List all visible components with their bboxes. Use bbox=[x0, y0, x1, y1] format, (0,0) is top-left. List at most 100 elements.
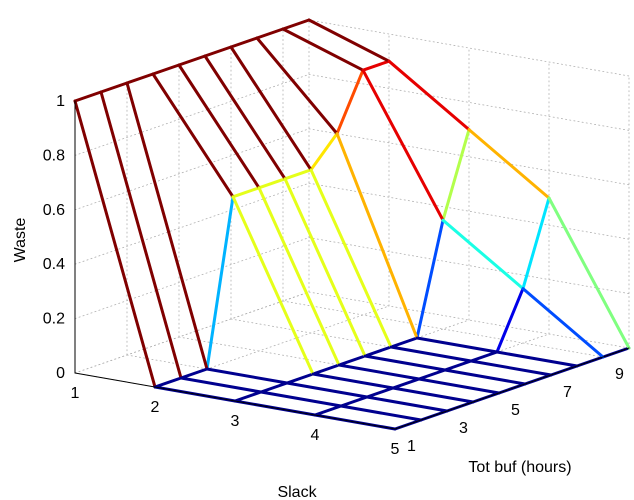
mesh-edge-s1-b7 bbox=[229, 36, 259, 49]
mesh-edge-b9-s4 bbox=[521, 287, 605, 359]
mesh-edge-s4-b4 bbox=[391, 377, 421, 390]
mesh-edge-b4-s1 bbox=[151, 72, 235, 199]
grid-line-floor-s-0 bbox=[74, 291, 310, 374]
grid-line-left-h-1 bbox=[74, 237, 310, 320]
mesh-edge-s2-b4 bbox=[231, 186, 261, 199]
mesh-edge-b5-s1 bbox=[177, 63, 261, 190]
y-tick-label-3: 7 bbox=[563, 384, 572, 401]
y-axis-line bbox=[394, 347, 630, 430]
z-tick-label-5: 1 bbox=[56, 93, 65, 110]
mesh-edge-b8-s1 bbox=[255, 36, 339, 136]
z-tick-label-2: 0.4 bbox=[43, 256, 65, 273]
mesh-edge-s1-b1 bbox=[73, 90, 103, 103]
x-tick-label-1: 2 bbox=[151, 399, 160, 416]
z-tick-label-3: 0.6 bbox=[43, 202, 65, 219]
mesh-edge-b10-s2 bbox=[387, 59, 471, 132]
mesh-edge-s3-b2 bbox=[259, 381, 289, 394]
mesh-edge-b8-s4 bbox=[495, 350, 579, 368]
mesh-edge-b4-s4 bbox=[391, 386, 475, 404]
y-axis-label: Tot buf (hours) bbox=[468, 459, 571, 476]
x-tick-label-3: 4 bbox=[311, 427, 320, 444]
mesh-edge-s4-b6 bbox=[443, 359, 473, 372]
mesh-edge-s1-b8 bbox=[255, 27, 285, 40]
mesh-edge-b2-s4 bbox=[339, 404, 423, 422]
mesh-edge-s1-b5 bbox=[177, 54, 207, 67]
y-tick-label-4: 9 bbox=[615, 366, 624, 383]
y-tick-label-0: 1 bbox=[407, 438, 416, 455]
mesh-edge-b7-s2 bbox=[309, 168, 393, 349]
mesh-edge-b3-s2 bbox=[205, 367, 289, 385]
mesh-edge-s1-b9 bbox=[281, 18, 311, 31]
mesh-edge-s2-b1 bbox=[153, 376, 183, 389]
mesh-edge-s1-b2 bbox=[99, 81, 129, 94]
x-tick-label-0: 1 bbox=[71, 385, 80, 402]
mesh-edge-b9-s3 bbox=[441, 218, 525, 291]
mesh-edge-s4-b5 bbox=[417, 368, 447, 381]
mesh-edge-s3-b7 bbox=[389, 336, 419, 349]
mesh-edge-s4-b1 bbox=[313, 404, 343, 417]
mesh-edge-b2-s3 bbox=[259, 390, 343, 408]
x-tick-label-2: 3 bbox=[231, 413, 240, 430]
x-axis-line bbox=[74, 372, 396, 430]
mesh-edge-b3-s3 bbox=[285, 381, 369, 399]
grid-line-left-h-4 bbox=[74, 74, 310, 156]
mesh-edge-b10-s3 bbox=[467, 128, 551, 200]
mesh-edge-s3-b4 bbox=[311, 363, 341, 376]
x-axis-label: Slack bbox=[277, 484, 317, 500]
mesh-edge-s4-b9 bbox=[521, 196, 551, 291]
mesh-edge-s3-b8 bbox=[415, 218, 445, 340]
mesh-edge-b6-s2 bbox=[283, 177, 367, 358]
mesh-edge-b10-s4 bbox=[547, 196, 631, 350]
mesh-edge-s2-b6 bbox=[283, 168, 313, 181]
mesh-edge-b4-s3 bbox=[311, 372, 395, 390]
mesh-edge-b6-s4 bbox=[443, 368, 527, 386]
mesh-edge-s3-b3 bbox=[285, 372, 315, 385]
mesh-edge-s2-b8 bbox=[335, 68, 365, 136]
mesh-edge-s2-b2 bbox=[179, 367, 209, 380]
y-tick-label-1: 3 bbox=[459, 420, 468, 437]
mesh-edge-s3-b5 bbox=[337, 354, 367, 367]
grid-line-floor-s-2 bbox=[234, 319, 470, 402]
mesh-edge-s3-b9 bbox=[441, 128, 471, 222]
mesh-edge-s4-b7 bbox=[469, 350, 499, 363]
mesh-edge-b9-s2 bbox=[361, 68, 445, 222]
mesh-edge-s4-b8 bbox=[495, 287, 525, 354]
y-tick-label-2: 5 bbox=[511, 402, 520, 419]
mesh-edge-s2-b7 bbox=[309, 132, 339, 172]
mesh-edge-s4-b3 bbox=[365, 386, 395, 399]
mesh-edge-b4-s2 bbox=[231, 195, 315, 376]
mesh-edge-b8-s3 bbox=[415, 336, 499, 354]
mesh-edge-b8-s2 bbox=[335, 132, 419, 340]
mesh-edge-s1-b4 bbox=[151, 63, 181, 76]
mesh-edge-b3-s4 bbox=[365, 395, 449, 413]
mesh-edge-b10-s1 bbox=[307, 18, 391, 63]
x-tick-label-4: 5 bbox=[391, 441, 400, 458]
grid-line-left-h-2 bbox=[74, 182, 310, 265]
mesh-edge-b5-s3 bbox=[337, 363, 421, 381]
mesh-edge-b7-s1 bbox=[229, 45, 313, 172]
mesh-edge-s2-b5 bbox=[257, 177, 287, 190]
grid-line-floor-s-3 bbox=[314, 333, 550, 416]
mesh-edge-s4-b2 bbox=[339, 395, 369, 408]
mesh-edge-b7-s4 bbox=[469, 359, 553, 377]
mesh-edge-s2-b3 bbox=[205, 195, 235, 371]
mesh-edge-b3-s1 bbox=[125, 81, 209, 371]
mesh-edge-s3-b6 bbox=[363, 345, 393, 358]
mesh-edge-s2-b9 bbox=[361, 59, 391, 72]
mesh-edge-b6-s3 bbox=[363, 354, 447, 372]
surface-mesh bbox=[73, 18, 631, 431]
mesh-edge-b9-s1 bbox=[281, 27, 365, 72]
z-axis-label: Waste bbox=[12, 218, 29, 263]
mesh-edge-s1-b6 bbox=[203, 45, 233, 58]
mesh-edge-b6-s1 bbox=[203, 54, 287, 181]
z-tick-label-4: 0.8 bbox=[43, 147, 65, 164]
mesh-edge-s3-b1 bbox=[233, 390, 263, 403]
mesh-edge-b7-s3 bbox=[389, 345, 473, 363]
mesh-edge-b5-s2 bbox=[257, 186, 341, 367]
grid-line-left-h-3 bbox=[74, 128, 310, 211]
mesh-edge-s1-b3 bbox=[125, 72, 155, 85]
z-tick-label-1: 0.2 bbox=[43, 311, 65, 328]
mesh-edge-b5-s4 bbox=[417, 377, 501, 395]
